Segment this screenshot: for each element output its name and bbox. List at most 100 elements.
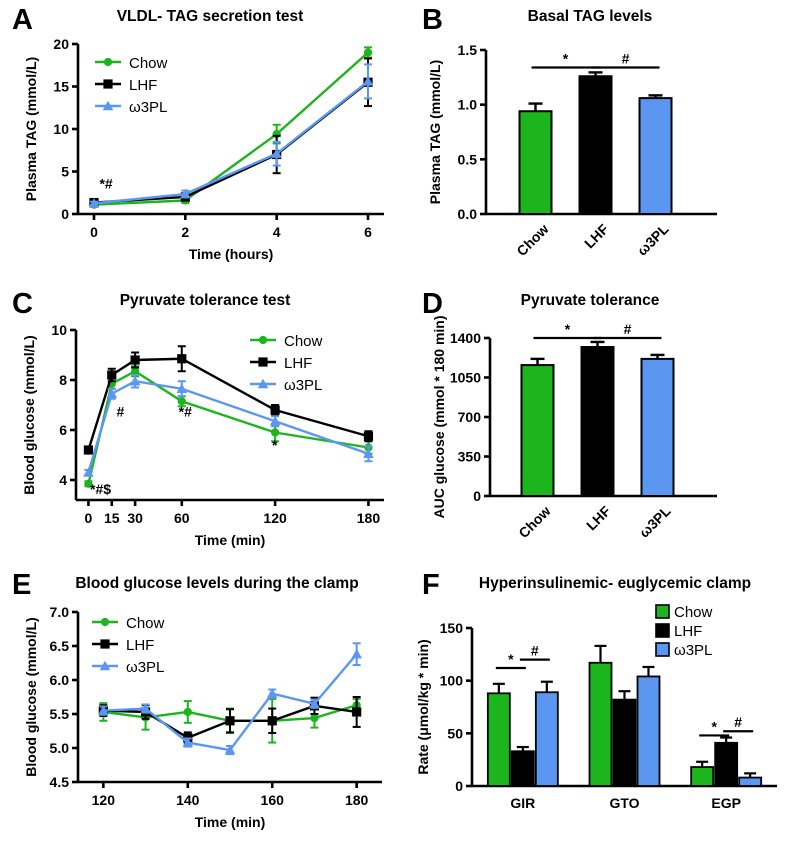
marker-ω3pl: [269, 415, 281, 426]
x-axis-title: Time (min): [195, 814, 266, 830]
significance-bracket: #: [593, 321, 662, 340]
x-tick-label: 0: [85, 510, 93, 526]
legend-label: ω3PL: [126, 659, 164, 676]
y-tick-label: 10: [51, 322, 67, 338]
panel-f-letter: F: [422, 569, 440, 601]
bar-chow: [520, 364, 555, 498]
series-lhf: [98, 696, 362, 745]
legend-label: Chow: [129, 55, 168, 72]
y-tick-label: 10: [53, 121, 69, 137]
x-category-label: LHF: [583, 502, 614, 533]
y-axis-title: Rate (μmol/kg * min): [415, 639, 431, 774]
x-group-label: GIR: [510, 795, 535, 811]
legend-label: LHF: [129, 77, 157, 94]
y-tick-label: 4: [59, 472, 67, 488]
bar-egp-lhf: [714, 741, 739, 787]
panel-b: B Basal TAG levels 0.0 0.5 1.0 1.5 Plasma TA…: [400, 0, 791, 282]
y-axis-title: Blood glucose (mmol/L): [23, 617, 39, 776]
marker-lhf: [130, 355, 140, 365]
x-tick-label: 30: [127, 510, 143, 526]
error-bar: [696, 760, 709, 768]
y-tick-label: 20: [53, 36, 69, 52]
panel-f: F Hyperinsulinemic- euglycemic clamp 0 50…: [400, 565, 791, 844]
y-tick-label: 50: [447, 725, 463, 741]
legend-label: Chow: [126, 615, 165, 632]
panel-c-plot: 4 6 8 10 0 15 30 60 120 180 Time (min) Blood glucos…: [21, 322, 384, 548]
bar-chow: [518, 110, 553, 215]
x-tick-label: 0: [90, 224, 98, 240]
bar-gir-lhf: [510, 750, 535, 787]
significance-bracket: *: [495, 651, 526, 670]
y-tick-label: 1.0: [458, 97, 478, 113]
marker-chow: [363, 48, 373, 57]
y-tick-label: 0.0: [458, 206, 478, 222]
y-tick-label: 8: [59, 372, 67, 388]
bar-lhf: [578, 75, 613, 215]
marker-ω3pl: [88, 198, 100, 208]
marker-lhf: [83, 445, 94, 455]
panel-f-plot: 0 50 100 150 Rate (μmol/kg * min) GIR GTO EGP * #…: [415, 604, 777, 811]
panel-a-title: VLDL- TAG secretion test: [116, 8, 304, 25]
y-axis-title: AUC glucose (mmol * 180 min): [431, 315, 447, 518]
legend-marker-ω3pl: [257, 378, 269, 389]
axes: 4.5 5.0 5.5 6.0 6.5 7.0 120 140 160 180: [50, 604, 382, 808]
error-bar: [588, 71, 603, 77]
marker-lhf: [363, 431, 374, 441]
y-tick-label: 0: [455, 778, 463, 794]
panel-b-title: Basal TAG levels: [527, 8, 653, 25]
y-tick-label: 5.0: [50, 740, 70, 756]
y-axis-title: Plasma TAG (mmol/L): [23, 57, 39, 201]
y-axis-title: Blood glucose (mmol/L): [21, 335, 37, 494]
x-category-label: Chow: [515, 503, 553, 541]
significance-label: *: [565, 321, 571, 337]
error-bar: [744, 772, 757, 778]
significance-annotation: *#: [179, 403, 192, 419]
bar-egp-chow: [690, 766, 715, 787]
panel-a-plot: 0 5 10 15 20 0 2 4 6 Time (hours) Plasma TAG (mmol…: [23, 36, 384, 262]
panel-f-title: Hyperinsulinemic- euglycemic clamp: [478, 575, 752, 592]
y-tick-label: 700: [458, 409, 482, 425]
significance-bracket: *: [699, 718, 730, 737]
significance-label: #: [624, 321, 632, 337]
x-tick-label: 160: [261, 792, 285, 808]
bar-gto-ω3pl: [636, 675, 661, 787]
marker-ω3pl: [106, 388, 118, 398]
x-category-label: ω3PL: [636, 503, 674, 541]
marker-ω3pl: [363, 448, 374, 458]
x-axis-title: Time (hours): [189, 246, 274, 262]
legend-marker-ω3pl: [99, 660, 111, 671]
marker-ω3pl: [271, 148, 282, 158]
bar-lhf: [580, 346, 615, 498]
y-tick-label: 6.5: [50, 638, 70, 654]
x-group-label: EGP: [711, 795, 741, 811]
significance-bracket: *: [531, 50, 600, 69]
marker-ω3pl: [129, 375, 141, 386]
panel-d-letter: D: [422, 288, 443, 320]
legend-label: LHF: [126, 637, 154, 654]
legend: Chow LHF ω3PL: [655, 604, 713, 659]
marker-lhf: [270, 405, 280, 415]
legend-marker-chow: [103, 57, 113, 67]
bar-gto-lhf: [612, 698, 637, 787]
panel-e-plot: 4.5 5.0 5.5 6.0 6.5 7.0 120 140 160 180 Time (min)…: [23, 604, 382, 830]
significance-bracket: #: [591, 50, 660, 69]
panel-b-plot: 0.0 0.5 1.0 1.5 Plasma TAG (mmol/L) Chow LHF ω3…: [427, 42, 717, 259]
error-bar: [650, 353, 665, 359]
y-tick-label: 5.5: [50, 706, 70, 722]
legend-label: ω3PL: [129, 99, 167, 116]
significance-label: #: [622, 50, 630, 66]
error-bar: [528, 102, 543, 112]
marker-lhf: [225, 716, 235, 726]
y-tick-label: 100: [440, 673, 464, 689]
marker-lhf: [177, 354, 187, 364]
panel-d: D Pyruvate tolerance 0 350 700 1050 1400 AUC …: [400, 282, 791, 565]
marker-chow: [310, 713, 319, 723]
legend: Chow LHF ω3PL: [250, 333, 323, 394]
marker-ω3pl: [176, 383, 188, 393]
y-tick-label: 1.5: [458, 42, 478, 58]
marker-ω3pl: [362, 76, 374, 86]
y-tick-label: 0: [61, 206, 69, 222]
y-tick-label: 350: [458, 449, 482, 465]
x-axis-title: Time (min): [195, 532, 266, 548]
